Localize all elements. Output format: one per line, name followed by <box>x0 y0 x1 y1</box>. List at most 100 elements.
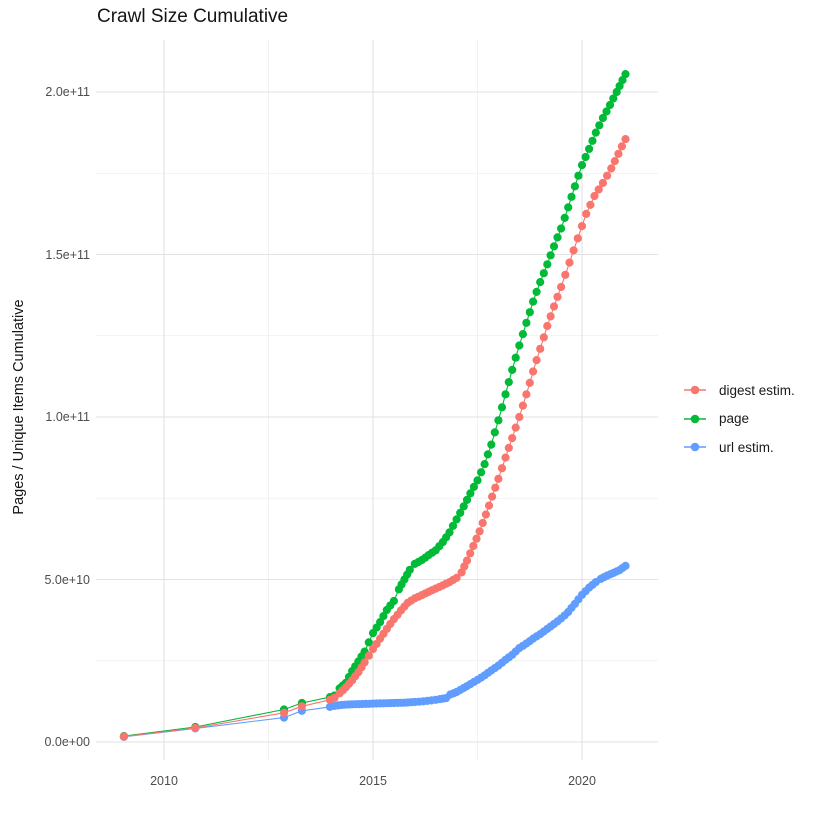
point-page <box>605 100 615 110</box>
point-digest-estim <box>557 282 566 292</box>
point-digest-estim <box>504 443 513 452</box>
point-page <box>480 460 489 469</box>
point-digest-estim <box>497 464 507 473</box>
point-page <box>553 233 562 242</box>
point-digest-estim <box>543 321 552 331</box>
point-digest-estim <box>511 423 520 432</box>
y-tick-label-5e10: 5.0e+10 <box>44 572 90 587</box>
point-digest-estim <box>297 702 306 711</box>
point-page <box>501 390 510 399</box>
point-page <box>389 596 398 606</box>
point-page <box>549 242 559 251</box>
legend-label-page: page <box>719 411 750 426</box>
point-digest-estim <box>452 573 461 583</box>
point-digest-estim <box>488 492 497 501</box>
point-page <box>536 278 545 287</box>
point-digest-estim <box>522 390 531 399</box>
point-digest-estim <box>515 412 524 422</box>
point-digest-estim <box>525 378 534 387</box>
point-digest-estim <box>481 510 490 519</box>
point-digest-estim <box>549 302 559 311</box>
point-digest-estim <box>607 164 616 173</box>
point-page <box>518 330 528 339</box>
point-digest-estim <box>360 658 369 667</box>
point-digest-estim <box>466 549 475 558</box>
point-digest-estim <box>569 246 578 255</box>
point-page <box>602 107 611 116</box>
point-digest-estim <box>364 651 373 660</box>
point-page <box>469 482 478 491</box>
series-page <box>119 70 630 741</box>
point-digest-estim <box>536 344 545 353</box>
legend-label-digest-estim: digest estim. <box>719 382 795 398</box>
point-digest-estim <box>462 556 472 565</box>
point-page <box>522 318 531 327</box>
point-page <box>570 182 580 191</box>
point-page <box>581 152 590 162</box>
point-page <box>497 403 507 412</box>
y-tick-label-1e11: 1.0e+11 <box>45 410 90 424</box>
x-tick-label-2015: 2015 <box>359 774 387 788</box>
point-digest-estim <box>577 222 587 231</box>
point-page <box>560 213 569 222</box>
y-tick-label-15e11: 1.5e+11 <box>45 247 90 262</box>
point-digest-estim <box>475 527 484 536</box>
point-digest-estim <box>610 157 619 166</box>
legend-item-digest-estim: digest estim. <box>683 380 795 400</box>
y-tick-label-2e11: 2.0e+11 <box>45 85 90 99</box>
point-digest-estim <box>518 401 528 410</box>
point-page <box>473 476 482 485</box>
point-page <box>405 565 414 574</box>
series-digest-estim <box>119 135 630 741</box>
point-page <box>529 297 538 306</box>
point-page <box>452 515 461 524</box>
point-page <box>487 440 496 449</box>
point-page <box>515 341 524 350</box>
series-url-estim <box>119 561 630 741</box>
point-digest-estim <box>621 135 630 144</box>
point-digest-estim <box>491 483 500 492</box>
point-page <box>376 618 385 627</box>
point-digest-estim <box>484 501 494 510</box>
legend-key-page-icon <box>684 414 706 423</box>
y-tick-label-0: 0.0e+00 <box>44 735 90 749</box>
point-page <box>379 612 388 621</box>
point-digest-estim <box>553 292 562 301</box>
point-digest-estim <box>586 200 595 209</box>
legend-key-url-estim-icon <box>684 442 706 452</box>
x-tick-label-2020: 2020 <box>568 774 596 788</box>
point-digest-estim <box>598 178 608 188</box>
point-digest-estim <box>561 270 570 279</box>
point-digest-estim <box>532 356 541 365</box>
point-url-estim <box>621 561 630 571</box>
point-digest-estim <box>119 732 128 741</box>
point-digest-estim <box>478 518 487 528</box>
point-digest-estim <box>529 367 538 376</box>
point-page <box>609 94 618 103</box>
point-digest-estim <box>617 142 627 151</box>
point-page <box>448 521 458 531</box>
point-page <box>511 353 520 362</box>
point-digest-estim <box>501 453 510 462</box>
point-digest-estim <box>546 312 555 321</box>
legend-item-page: page <box>683 409 795 429</box>
point-page <box>445 528 454 537</box>
point-digest-estim <box>590 191 599 201</box>
point-digest-estim <box>469 541 478 551</box>
point-digest-estim <box>472 534 481 543</box>
legend-label-url-estim: url estim. <box>719 439 774 455</box>
point-digest-estim <box>614 149 623 158</box>
point-page <box>574 171 583 180</box>
x-tick-label-2010: 2010 <box>150 774 178 788</box>
point-digest-estim <box>594 185 603 194</box>
point-page <box>459 502 468 511</box>
point-digest-estim <box>573 234 582 243</box>
point-page <box>462 495 472 504</box>
point-digest-estim <box>279 708 289 717</box>
point-digest-estim <box>539 333 548 342</box>
point-digest-estim <box>508 434 517 443</box>
point-page <box>546 251 555 260</box>
point-page <box>525 308 534 317</box>
point-page <box>483 450 492 459</box>
